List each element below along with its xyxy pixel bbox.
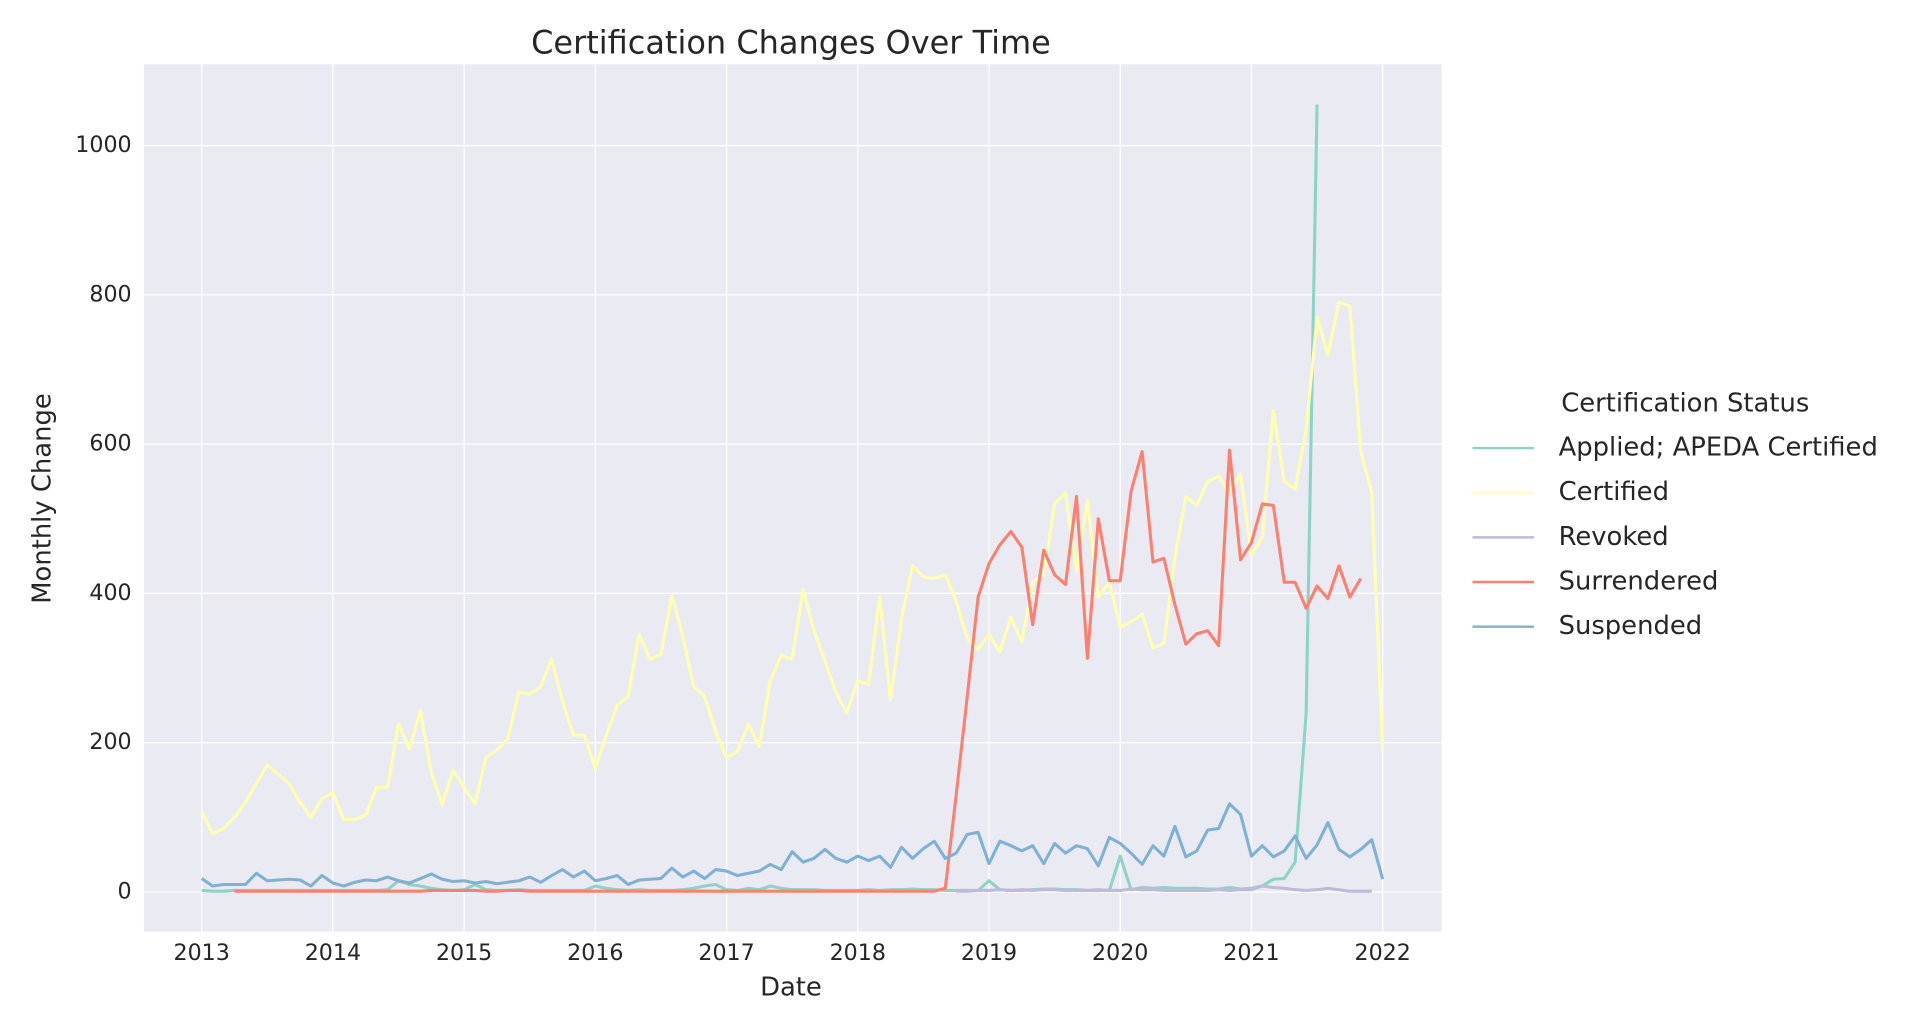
x-tick-label: 2015 — [436, 940, 492, 966]
y-tick-label: 800 — [89, 281, 131, 307]
x-tick-label: 2016 — [567, 940, 623, 966]
plot-area — [143, 64, 1442, 932]
y-tick-label: 1000 — [75, 132, 131, 158]
legend-label: Certified — [1559, 477, 1669, 507]
series-line — [234, 448, 1363, 893]
legend: Applied; APEDA Certified Certified Revoked… — [1472, 433, 1878, 641]
x-tick-label: 2020 — [1092, 940, 1148, 966]
x-tick-label: 2013 — [174, 940, 230, 966]
series-line — [956, 884, 1372, 893]
x-axis-label: Date — [760, 973, 822, 1003]
y-tick-label: 200 — [89, 729, 131, 755]
legend-label: Revoked — [1559, 522, 1669, 552]
y-tick-label: 0 — [118, 878, 132, 904]
y-axis-label: Monthly Change — [28, 393, 58, 604]
chart-title: Certification Changes Over Time — [531, 24, 1051, 62]
series-line — [200, 300, 1385, 836]
legend-label: Applied; APEDA Certified — [1559, 433, 1878, 463]
x-tick-label: 2014 — [305, 940, 361, 966]
x-tick-label: 2021 — [1223, 940, 1279, 966]
legend-title: Certification Status — [1561, 388, 1809, 418]
x-tick-label: 2017 — [698, 940, 754, 966]
legend-label: Surrendered — [1559, 567, 1719, 597]
legend-label: Suspended — [1559, 611, 1703, 641]
x-tick-label: 2019 — [961, 940, 1017, 966]
series-line — [200, 802, 1385, 888]
lines — [200, 104, 1385, 893]
x-tick-label: 2018 — [830, 940, 886, 966]
y-tick-label: 400 — [89, 580, 131, 606]
y-tick-label: 600 — [89, 431, 131, 457]
x-tick-label: 2022 — [1355, 940, 1411, 966]
grid — [143, 64, 1442, 932]
